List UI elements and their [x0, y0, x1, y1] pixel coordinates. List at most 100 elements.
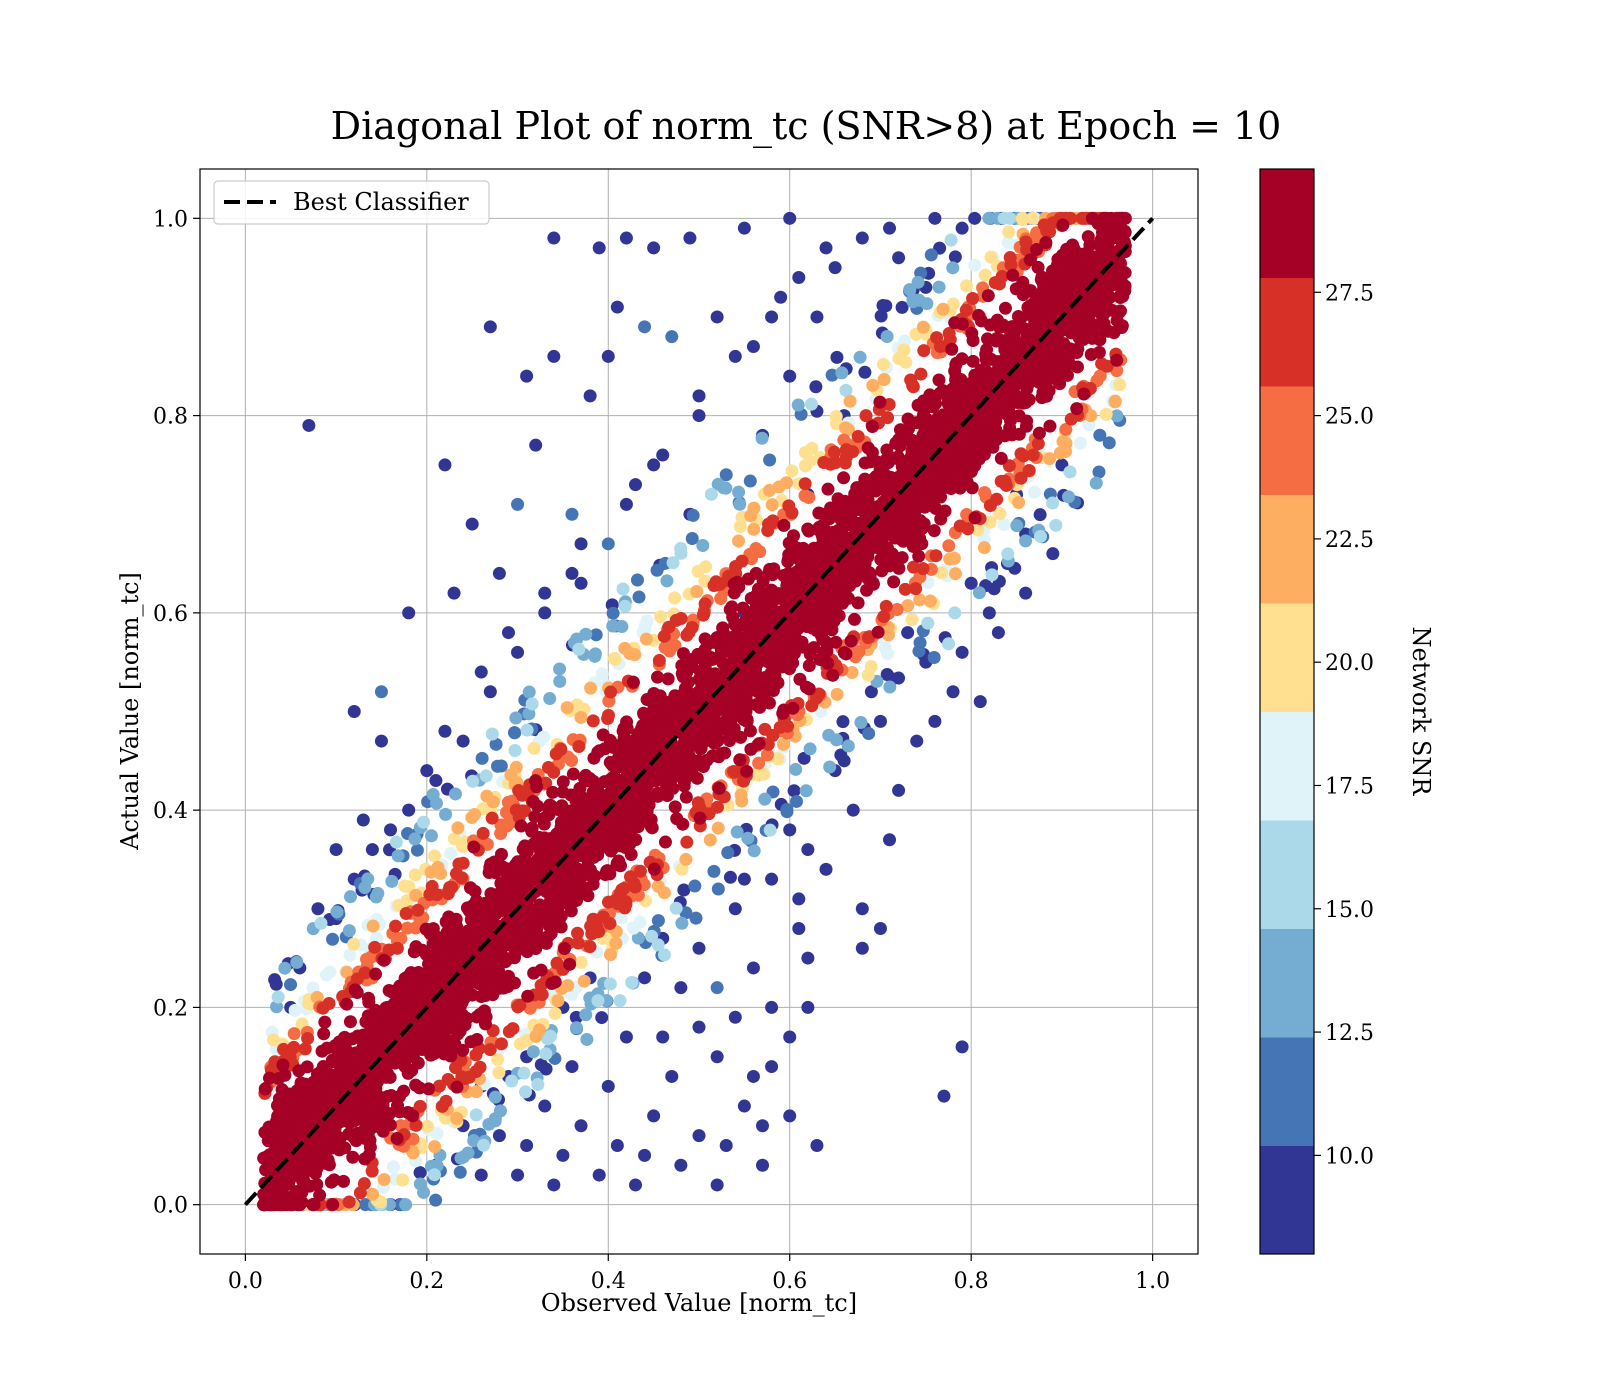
- scatter-point: [466, 774, 480, 788]
- scatter-point: [456, 856, 470, 870]
- scatter-point: [733, 753, 747, 767]
- scatter-point: [630, 573, 644, 587]
- scatter-point: [653, 689, 667, 703]
- scatter-point: [298, 1042, 312, 1056]
- scatter-point: [465, 517, 479, 531]
- scatter-point: [654, 610, 668, 624]
- scatter-point: [420, 764, 434, 778]
- scatter-point: [737, 774, 751, 788]
- scatter-point: [353, 1058, 367, 1072]
- scatter-point: [1022, 463, 1036, 477]
- scatter-point: [499, 806, 513, 820]
- scatter-point: [1113, 378, 1127, 392]
- scatter-point: [1034, 288, 1048, 302]
- scatter-point: [538, 1099, 552, 1113]
- scatter-point: [553, 662, 567, 676]
- scatter-point: [1026, 448, 1040, 462]
- scatter-point: [1053, 377, 1067, 391]
- scatter-point: [974, 363, 988, 377]
- scatter-point: [530, 780, 544, 794]
- scatter-point: [276, 1087, 290, 1101]
- scatter-point: [1061, 490, 1075, 504]
- scatter-point: [557, 871, 571, 885]
- scatter-point: [982, 211, 996, 225]
- scatter-point: [374, 685, 388, 699]
- scatter-point: [803, 742, 817, 756]
- scatter-point: [710, 981, 724, 995]
- scatter-point: [692, 941, 706, 955]
- scatter-point: [830, 350, 844, 364]
- scatter-point: [389, 835, 403, 849]
- scatter-point: [812, 506, 826, 520]
- scatter-point: [864, 685, 878, 699]
- scatter-point: [761, 524, 775, 538]
- scatter-point: [601, 537, 615, 551]
- scatter-point: [792, 271, 806, 284]
- scatter-point: [355, 1034, 369, 1048]
- scatter-point: [669, 613, 683, 627]
- scatter-point: [961, 522, 975, 536]
- scatter-point: [858, 556, 872, 570]
- scatter-point: [928, 211, 942, 225]
- scatter-point: [874, 309, 888, 323]
- scatter-point: [740, 764, 754, 778]
- scatter-point: [977, 541, 991, 555]
- scatter-point: [417, 1185, 431, 1199]
- scatter-point: [601, 708, 615, 722]
- scatter-point: [765, 872, 779, 886]
- scatter-point: [822, 728, 836, 742]
- scatter-point: [474, 665, 488, 679]
- scatter-point: [488, 1112, 502, 1126]
- scatter-point: [633, 864, 647, 878]
- scatter-point: [911, 398, 925, 412]
- scatter-point: [689, 718, 703, 732]
- scatter-point: [439, 807, 453, 821]
- scatter-point: [801, 522, 815, 536]
- scatter-point: [369, 890, 383, 904]
- scatter-point: [374, 734, 388, 748]
- scatter-point: [588, 647, 602, 661]
- scatter-point: [1002, 400, 1016, 414]
- scatter-point: [901, 626, 915, 640]
- scatter-point: [898, 582, 912, 596]
- scatter-point: [971, 523, 985, 537]
- scatter-point: [829, 456, 843, 470]
- scatter-point: [713, 577, 727, 591]
- scatter-point: [841, 739, 855, 753]
- scatter-point: [509, 711, 523, 725]
- scatter-point: [873, 922, 887, 935]
- scatter-point: [1099, 407, 1113, 421]
- scatter-point: [858, 456, 872, 470]
- scatter-point: [620, 721, 634, 735]
- scatter-point: [313, 1188, 327, 1202]
- scatter-point: [527, 741, 541, 755]
- scatter-point: [810, 1139, 824, 1152]
- scatter-point: [427, 1168, 441, 1182]
- scatter-point: [843, 394, 857, 408]
- scatter-point: [424, 865, 438, 879]
- scatter-point: [821, 482, 835, 496]
- scatter-point: [465, 988, 479, 1002]
- scatter-point: [871, 625, 885, 639]
- scatter-point: [752, 697, 766, 711]
- scatter-point: [993, 507, 1007, 521]
- scatter-point: [983, 515, 997, 529]
- scatter-point: [836, 715, 850, 729]
- scatter-point: [469, 1108, 483, 1122]
- scatter-point: [389, 919, 403, 933]
- scatter-point: [287, 1027, 301, 1041]
- scatter-point: [311, 902, 325, 916]
- scatter-point: [479, 769, 493, 783]
- scatter-point: [955, 352, 969, 366]
- scatter-point: [881, 646, 895, 660]
- scatter-point: [1056, 218, 1070, 232]
- scatter-point: [661, 672, 675, 686]
- scatter-point: [997, 518, 1011, 532]
- scatter-point: [628, 880, 642, 894]
- scatter-point: [514, 819, 528, 833]
- scatter-point: [801, 1000, 815, 1014]
- scatter-point: [367, 1111, 381, 1125]
- scatter-point: [765, 1000, 779, 1014]
- scatter-point: [288, 1003, 302, 1017]
- scatter-point: [521, 989, 535, 1003]
